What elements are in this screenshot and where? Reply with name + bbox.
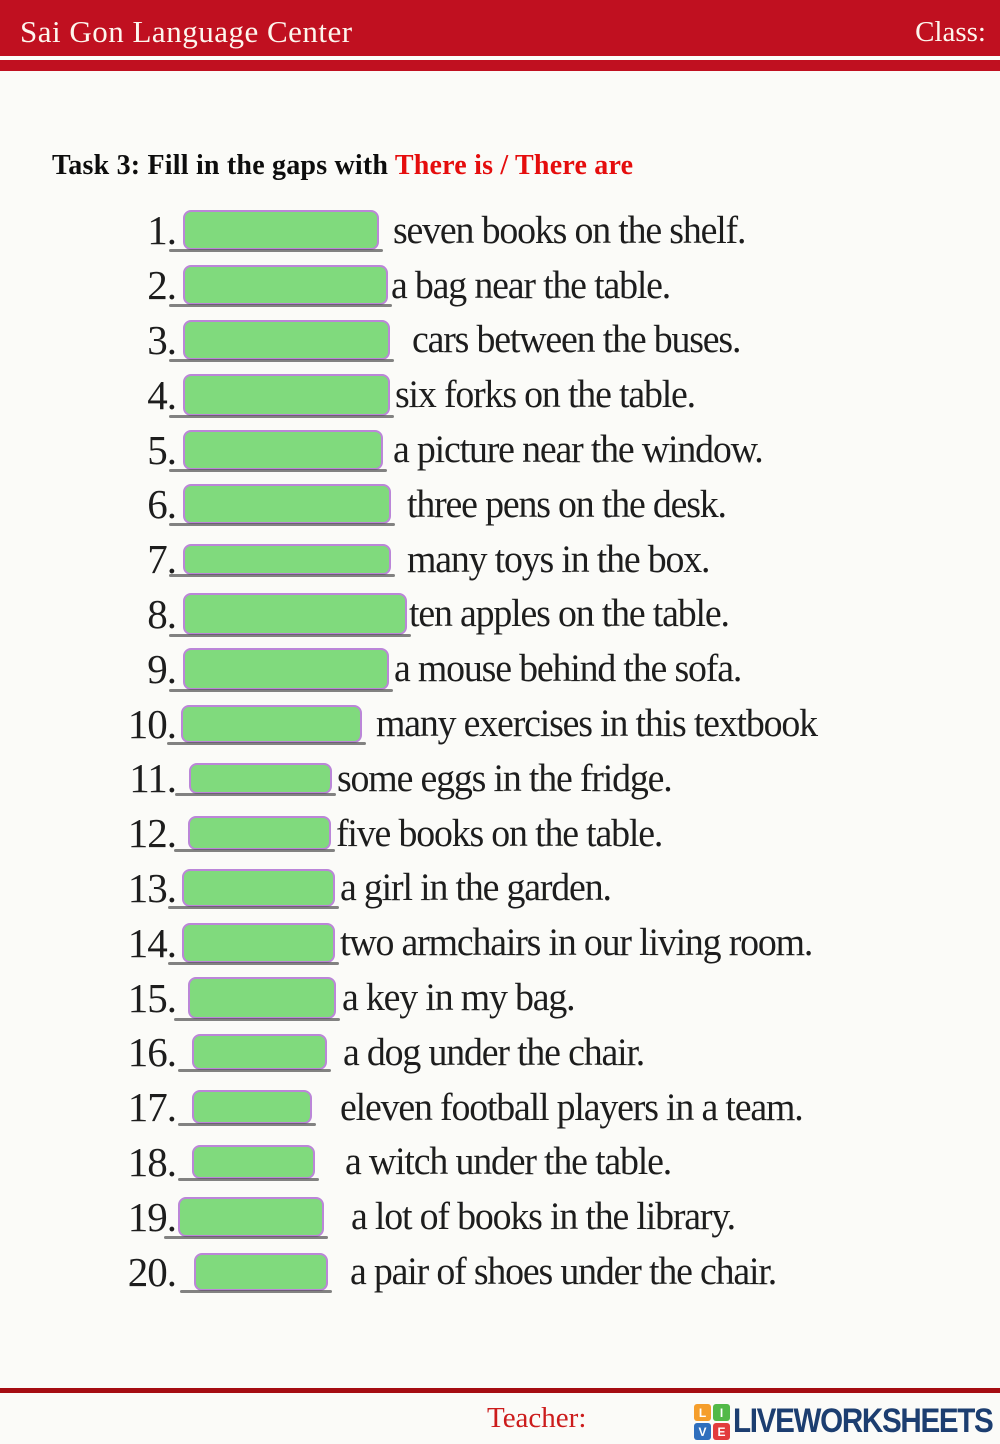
item-number: 17. bbox=[127, 1084, 177, 1131]
task-title: Task 3: Fill in the gaps with There is /… bbox=[52, 150, 633, 182]
item-number: 18. bbox=[127, 1138, 177, 1185]
item-number: 8. bbox=[147, 590, 177, 637]
answer-gap[interactable] bbox=[169, 210, 383, 253]
item-text: a pair of shoes under the chair. bbox=[350, 1250, 777, 1294]
item-text: some eggs in the fridge. bbox=[337, 756, 673, 800]
list-item: 10. many exercises in this textbook bbox=[0, 696, 1000, 751]
item-number: 15. bbox=[127, 974, 177, 1021]
list-item: 6. three pens on the desk. bbox=[0, 477, 1000, 532]
item-text: three pens on the desk. bbox=[407, 482, 727, 526]
answer-gap[interactable] bbox=[175, 762, 336, 796]
list-item: 16. a dog under the chair. bbox=[0, 1025, 1000, 1080]
list-item: 14. two armchairs in our living room. bbox=[0, 915, 1000, 970]
item-number: 7. bbox=[147, 536, 177, 583]
answer-gap[interactable] bbox=[167, 704, 366, 745]
list-item: 9. a mouse behind the sofa. bbox=[0, 641, 1000, 696]
answer-gap[interactable] bbox=[169, 265, 392, 308]
item-number: 12. bbox=[127, 810, 177, 857]
item-number: 11. bbox=[129, 755, 177, 802]
answer-gap[interactable] bbox=[169, 543, 395, 577]
item-number: 14. bbox=[127, 919, 177, 966]
header-stripe bbox=[0, 60, 1000, 71]
item-text: five books on the table. bbox=[336, 811, 663, 855]
list-item: 15. a key in my bag. bbox=[0, 970, 1000, 1025]
liveworksheets-wordmark: LIVEWORKSHEETS bbox=[733, 1401, 994, 1440]
item-text: ten apples on the table. bbox=[409, 592, 730, 636]
answer-gap[interactable] bbox=[174, 816, 335, 853]
list-item: 2. a bag near the table. bbox=[0, 258, 1000, 313]
task-title-red: There is / There are bbox=[394, 150, 634, 181]
item-text: many toys in the box. bbox=[407, 537, 711, 581]
item-number: 19. bbox=[127, 1193, 177, 1240]
answer-gap[interactable] bbox=[169, 647, 393, 692]
item-number: 1. bbox=[147, 207, 177, 254]
school-name: Sai Gon Language Center bbox=[20, 14, 353, 49]
item-text: seven books on the shelf. bbox=[393, 208, 746, 252]
item-text: two armchairs in our living room. bbox=[340, 921, 813, 965]
answer-gap[interactable] bbox=[169, 592, 411, 637]
answer-gap[interactable] bbox=[169, 429, 387, 472]
item-text: eleven football players in a team. bbox=[340, 1085, 804, 1129]
item-text: a dog under the chair. bbox=[343, 1030, 645, 1074]
item-number: 4. bbox=[147, 371, 177, 418]
liveworksheets-logo[interactable]: L I V E LIVEWORKSHEETS bbox=[694, 1401, 1000, 1440]
list-item: 12. five books on the table. bbox=[0, 806, 1000, 861]
item-number: 2. bbox=[147, 262, 177, 309]
item-text: six forks on the table. bbox=[395, 373, 696, 417]
list-item: 1. seven books on the shelf. bbox=[0, 203, 1000, 258]
list-item: 5. a picture near the window. bbox=[0, 422, 1000, 477]
item-number: 5. bbox=[147, 426, 177, 473]
list-item: 3. cars between the buses. bbox=[0, 313, 1000, 368]
answer-gap[interactable] bbox=[168, 922, 339, 965]
item-text: a lot of books in the library. bbox=[351, 1195, 736, 1239]
list-item: 13. a girl in the garden. bbox=[0, 861, 1000, 916]
item-text: a witch under the table. bbox=[345, 1140, 672, 1184]
item-text: a girl in the garden. bbox=[340, 866, 612, 910]
answer-gap[interactable] bbox=[164, 1196, 328, 1239]
item-number: 16. bbox=[127, 1029, 177, 1076]
answer-gap[interactable] bbox=[174, 976, 340, 1021]
item-text: a key in my bag. bbox=[342, 976, 576, 1020]
liveworksheets-squares-icon: L I V E bbox=[694, 1404, 730, 1440]
answer-gap[interactable] bbox=[169, 484, 395, 527]
item-number: 6. bbox=[147, 481, 177, 528]
task-title-black: Task 3: Fill in the gaps with bbox=[52, 150, 395, 181]
items-list: 1. seven books on the shelf. 2. a bag ne… bbox=[0, 203, 1000, 1299]
list-item: 17. eleven football players in a team. bbox=[0, 1080, 1000, 1135]
list-item: 20. a pair of shoes under the chair. bbox=[0, 1244, 1000, 1299]
answer-gap[interactable] bbox=[178, 1090, 316, 1127]
list-item: 19. a lot of books in the library. bbox=[0, 1189, 1000, 1244]
item-number: 10. bbox=[127, 700, 177, 747]
answer-gap[interactable] bbox=[178, 1144, 319, 1181]
answer-gap[interactable] bbox=[169, 319, 394, 362]
item-text: a bag near the table. bbox=[391, 263, 671, 307]
answer-gap[interactable] bbox=[168, 868, 339, 909]
footer-divider bbox=[0, 1388, 1000, 1393]
list-item: 11. some eggs in the fridge. bbox=[0, 751, 1000, 806]
answer-gap[interactable] bbox=[169, 373, 394, 418]
item-text: a picture near the window. bbox=[393, 428, 764, 472]
list-item: 8. ten apples on the table. bbox=[0, 587, 1000, 642]
answer-gap[interactable] bbox=[178, 1034, 331, 1073]
item-text: cars between the buses. bbox=[412, 318, 741, 362]
item-number: 9. bbox=[147, 645, 177, 692]
item-text: a mouse behind the sofa. bbox=[394, 647, 742, 691]
header-divider bbox=[0, 56, 1000, 60]
item-number: 20. bbox=[127, 1248, 177, 1295]
header-bar: Sai Gon Language Center Class: bbox=[0, 0, 1000, 56]
item-number: 3. bbox=[147, 316, 177, 363]
item-text: many exercises in this textbook bbox=[376, 702, 818, 746]
answer-gap[interactable] bbox=[180, 1252, 332, 1293]
list-item: 18. a witch under the table. bbox=[0, 1135, 1000, 1190]
teacher-label: Teacher: bbox=[487, 1402, 587, 1434]
list-item: 7. many toys in the box. bbox=[0, 532, 1000, 587]
class-label: Class: bbox=[915, 15, 986, 48]
list-item: 4. six forks on the table. bbox=[0, 367, 1000, 422]
item-number: 13. bbox=[127, 864, 177, 911]
